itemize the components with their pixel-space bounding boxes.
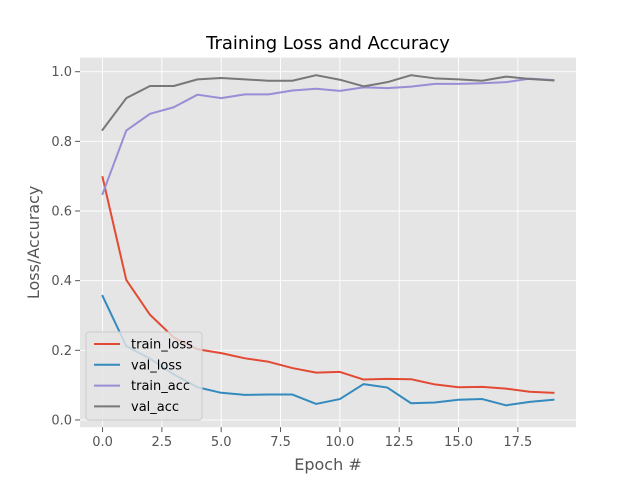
x-tick-label: 15.0 — [444, 435, 473, 450]
legend-label-val-loss: val_loss — [131, 358, 182, 373]
y-tick-label: 1.0 — [51, 65, 72, 80]
x-tick-label: 2.5 — [152, 435, 173, 450]
x-tick-label: 10.0 — [325, 435, 354, 450]
x-tick-label: 5.0 — [211, 435, 232, 450]
chart-title: Training Loss and Accuracy — [205, 33, 450, 54]
x-tick-label: 12.5 — [385, 435, 414, 450]
y-tick-label: 0.6 — [51, 205, 72, 220]
series-line-train-acc — [101, 77, 555, 196]
y-axis-ticks: 0.0 0.2 0.4 0.6 0.8 1.0 — [51, 65, 80, 428]
y-tick-label: 0.8 — [51, 135, 72, 150]
legend-label-train-acc: train_acc — [131, 379, 190, 394]
legend-entries: train_loss val_loss train_acc val_acc — [94, 338, 193, 415]
x-tick-label: 17.5 — [503, 435, 532, 450]
legend-label-train-loss: train_loss — [131, 338, 193, 353]
y-tick-label: 0.4 — [51, 274, 72, 289]
y-axis-label: Loss/Accuracy — [24, 186, 43, 300]
y-tick-label: 0.0 — [51, 413, 72, 428]
x-axis-ticks: 0.0 2.5 5.0 7.5 10.0 12.5 15.0 17.5 — [92, 427, 532, 450]
legend: train_loss val_loss train_acc val_acc — [85, 331, 203, 421]
legend-label-val-acc: val_acc — [131, 400, 179, 415]
y-tick-label: 0.2 — [51, 344, 72, 359]
grid — [80, 57, 576, 428]
series-line-val-acc — [101, 74, 555, 132]
x-tick-label: 7.5 — [270, 435, 291, 450]
legend-box — [85, 331, 203, 421]
x-tick-label: 0.0 — [92, 435, 113, 450]
x-axis-label: Epoch # — [294, 455, 361, 474]
